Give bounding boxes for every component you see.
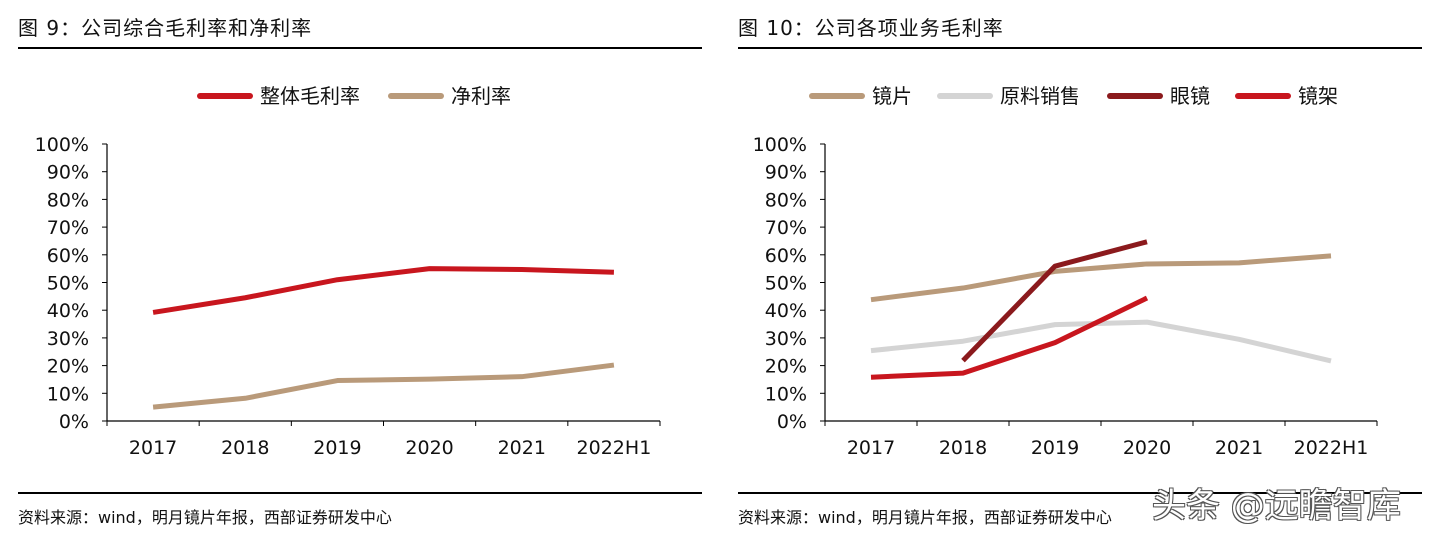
series-line xyxy=(961,239,1148,363)
x-tick-label: 2022H1 xyxy=(577,437,652,459)
x-tick-label: 2022H1 xyxy=(1294,437,1369,459)
title-rule xyxy=(18,47,702,49)
y-tick-label: 10% xyxy=(47,383,89,405)
chart-panel-left: 图 9：公司综合毛利率和净利率 0% 10% 20% 30% 40% 50% 60% 70% 8… xyxy=(0,0,720,538)
x-tick-label: 2021 xyxy=(1215,437,1263,459)
y-tick-label: 90% xyxy=(765,162,807,184)
y-tick-label: 90% xyxy=(47,162,89,184)
y-tick-label: 80% xyxy=(765,189,807,211)
source-rule xyxy=(18,492,702,494)
y-tick-label: 20% xyxy=(765,356,807,378)
series-line xyxy=(152,266,614,315)
x-tick-label: 2018 xyxy=(221,437,269,459)
y-tick-label: 30% xyxy=(765,328,807,350)
y-tick-label: 40% xyxy=(47,300,89,322)
y-tick-label: 50% xyxy=(765,273,807,295)
y-tick-label: 100% xyxy=(35,134,89,156)
y-tick-label: 20% xyxy=(47,356,89,378)
legend-label: 原料销售 xyxy=(1000,84,1080,108)
figure-title: 图 10：公司各项业务毛利率 xyxy=(738,16,1004,40)
watermark: 头条 @远瞻智库 xyxy=(1152,486,1401,526)
x-tick-label: 2020 xyxy=(405,437,453,459)
legend-label: 镜片 xyxy=(872,84,912,108)
source-note: 资料来源：wind，明月镜片年报，西部证券研发中心 xyxy=(738,508,1112,527)
y-tick-label: 60% xyxy=(47,245,89,267)
y-tick-label: 40% xyxy=(765,300,807,322)
x-tick-label: 2019 xyxy=(313,437,361,459)
y-tick-label: 100% xyxy=(753,134,807,156)
x-tick-label: 2017 xyxy=(847,437,895,459)
line-chart: 0% 10% 20% 30% 40% 50% 60% 70% 80% 90% 100% 2017 201… xyxy=(35,84,661,459)
y-tick-label: 70% xyxy=(47,217,89,239)
series-line xyxy=(870,319,1332,364)
figure-title: 图 9：公司综合毛利率和净利率 xyxy=(18,16,313,40)
x-tick-label: 2020 xyxy=(1123,437,1171,459)
x-tick-label: 2018 xyxy=(939,437,987,459)
chart-panel-right: 图 10：公司各项业务毛利率 0% 10% 20% 30% 40% 50% 60% 70% 80… xyxy=(720,0,1442,538)
legend-label: 眼镜 xyxy=(1170,84,1210,108)
source-rule xyxy=(738,492,1422,494)
y-tick-label: 60% xyxy=(765,245,807,267)
y-tick-label: 80% xyxy=(47,189,89,211)
series-line xyxy=(870,295,1149,380)
source-note: 资料来源：wind，明月镜片年报，西部证券研发中心 xyxy=(18,508,392,527)
series-line xyxy=(870,253,1332,303)
line-chart: 0% 10% 20% 30% 40% 50% 60% 70% 80% 90% 100% 2017 201… xyxy=(753,84,1378,459)
y-tick-label: 10% xyxy=(765,383,807,405)
legend-label: 净利率 xyxy=(451,84,511,108)
y-tick-label: 0% xyxy=(777,411,807,433)
y-tick-label: 50% xyxy=(47,273,89,295)
title-rule xyxy=(738,47,1422,49)
y-tick-label: 70% xyxy=(765,217,807,239)
x-tick-label: 2019 xyxy=(1031,437,1079,459)
legend-label: 镜架 xyxy=(1298,84,1338,108)
legend-label: 整体毛利率 xyxy=(260,84,360,108)
x-tick-label: 2021 xyxy=(498,437,546,459)
series-line xyxy=(152,362,615,410)
y-tick-label: 30% xyxy=(47,328,89,350)
x-tick-label: 2017 xyxy=(129,437,177,459)
y-tick-label: 0% xyxy=(59,411,89,433)
